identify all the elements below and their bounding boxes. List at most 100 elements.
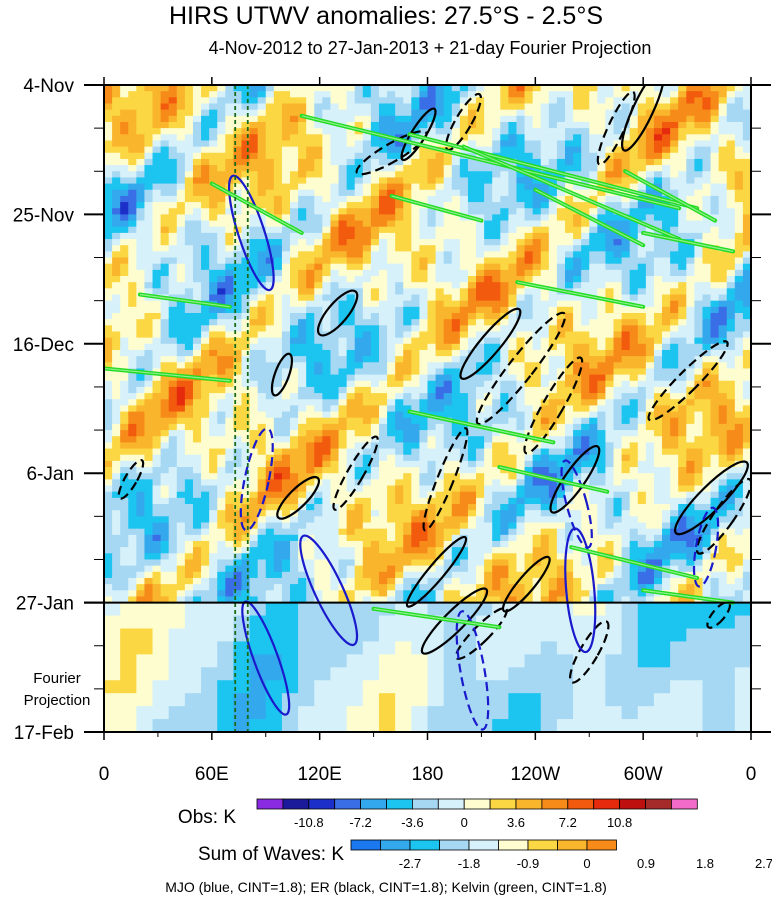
er-contour [355, 130, 428, 176]
er-contour [420, 587, 489, 655]
er-contour [501, 555, 551, 613]
kelvin-contour-inner [517, 281, 644, 308]
kelvin-contour-inner [624, 170, 716, 222]
colorbar-box [489, 798, 517, 810]
er-contour [620, 85, 666, 152]
er-contour [276, 475, 320, 520]
colorbar-tick-label: 0 [583, 856, 590, 871]
colorbar-tick-label: -0.9 [517, 856, 539, 871]
er-contour [523, 356, 584, 455]
x-tick-label: 60W [624, 764, 663, 785]
colorbar-tick-label: -10.8 [294, 815, 324, 830]
colorbar-tick-label: 1.8 [696, 856, 714, 871]
kelvin-contour-inner [643, 589, 734, 604]
mjo-contour [227, 174, 275, 292]
er-contour [270, 352, 294, 397]
y-tick-label: 25-Nov [13, 205, 75, 226]
colorbar-box [386, 798, 413, 810]
kelvin-contour-inner [409, 410, 554, 443]
colorbar-box [619, 798, 646, 810]
mjo-contour [692, 506, 720, 588]
mjo-contour [299, 534, 359, 647]
colorbar-box [468, 839, 499, 851]
wave-contours [104, 85, 751, 732]
colorbar-box [515, 798, 543, 810]
er-contour [316, 289, 359, 337]
mjo-contour [455, 610, 490, 731]
kelvin-contour-inner [643, 232, 734, 252]
axes: 0 60E 120E 180 120W 60W 0 4-Nov 25-Nov 16-Dec 6-Ja… [13, 76, 771, 785]
colorbar-box [409, 839, 440, 851]
er-contour [695, 477, 751, 555]
colorbar-box [350, 839, 381, 851]
x-tick-label: 120W [511, 764, 561, 785]
y-tick-label: 6-Jan [26, 464, 74, 485]
colorbar-box [308, 798, 336, 810]
er-contour [475, 311, 567, 426]
kelvin-contour-inner [373, 608, 500, 628]
colorbar-box [586, 839, 617, 851]
colorbar-tick-label: -3.6 [401, 815, 423, 830]
kelvin-contour-inner [409, 133, 698, 209]
colorbar-box [439, 839, 470, 851]
colorbar-box [463, 798, 491, 810]
kelvin-contour-inner [211, 183, 302, 234]
colorbar-box [593, 798, 621, 810]
colorbars: Obs: K -10.8 -7.2 -3.6 0 3.6 7.2 10.8 Sum of Wav… [178, 798, 772, 871]
colorbar-box [437, 798, 465, 810]
colorbar-label: Obs: K [178, 807, 236, 828]
colorbar-box [360, 798, 387, 810]
y-tick-label: 27-Jan [16, 594, 74, 615]
colorbar-tick-label: 0 [461, 815, 468, 830]
er-contour [459, 307, 522, 380]
obs-colorbar: Obs: K -10.8 -7.2 -3.6 0 3.6 7.2 10.8 [178, 798, 698, 830]
colorbar-tick-label: -1.8 [458, 856, 480, 871]
er-contour [706, 600, 732, 629]
x-tick-label: 0 [99, 764, 110, 785]
colorbar-label: Sum of Waves: K [198, 844, 344, 865]
x-tick-label: 120E [297, 764, 341, 785]
x-tick-label: 60E [195, 764, 229, 785]
colorbar-tick-label: 10.8 [607, 815, 632, 830]
colorbar-box [256, 798, 284, 810]
y-tick-label: 16-Dec [13, 335, 74, 356]
projection-label: Fourier [33, 670, 81, 687]
kelvin-contour-inner [571, 546, 698, 579]
colorbar-tick-label: 2.7 [755, 856, 772, 871]
er-contour [332, 435, 379, 511]
er-contour [596, 90, 636, 166]
colorbar-tick-label: 7.2 [559, 815, 577, 830]
er-contour [117, 458, 145, 500]
kelvin-contour-inner [301, 115, 680, 209]
kelvin-contour-inner [499, 466, 608, 493]
colorbar-box [334, 798, 362, 810]
colorbar-tick-label: -7.2 [349, 815, 371, 830]
chart-title: HIRS UTWV anomalies: 27.5°S - 2.5°S [168, 2, 604, 30]
mjo-contour [560, 459, 593, 549]
y-tick-label: 17-Feb [14, 723, 74, 744]
kelvin-contour-inner [463, 146, 680, 240]
chart-subtitle: 4-Nov-2012 to 27-Jan-2013 + 21-day Fouri… [208, 38, 652, 58]
colorbar-box [541, 798, 569, 810]
colorbar-tick-label: -2.7 [399, 856, 421, 871]
kelvin-contour-inner [535, 189, 644, 246]
colorbar-box [527, 839, 558, 851]
colorbar-tick-label: 3.6 [507, 815, 525, 830]
er-contour [454, 606, 508, 660]
colorbar-box [645, 798, 672, 810]
kelvin-contour-inner [139, 293, 230, 308]
er-contour [647, 340, 729, 422]
legend-footer: MJO (blue, CINT=1.8); ER (black, CINT=1.… [165, 879, 607, 895]
colorbar-box [671, 798, 698, 810]
waves-colorbar: Sum of Waves: K -2.7 -1.8 -0.9 0 0.9 1.8 2.7 [198, 839, 772, 871]
kelvin-contour-inner [104, 367, 230, 382]
x-tick-label: 0 [746, 764, 757, 785]
y-tick-label: 4-Nov [23, 76, 74, 97]
colorbar-box [380, 839, 411, 851]
colorbar-tick-label: 0.9 [637, 856, 655, 871]
x-tick-label: 180 [412, 764, 444, 785]
er-contour [405, 535, 468, 608]
colorbar-box [557, 839, 588, 851]
colorbar-box [498, 839, 529, 851]
